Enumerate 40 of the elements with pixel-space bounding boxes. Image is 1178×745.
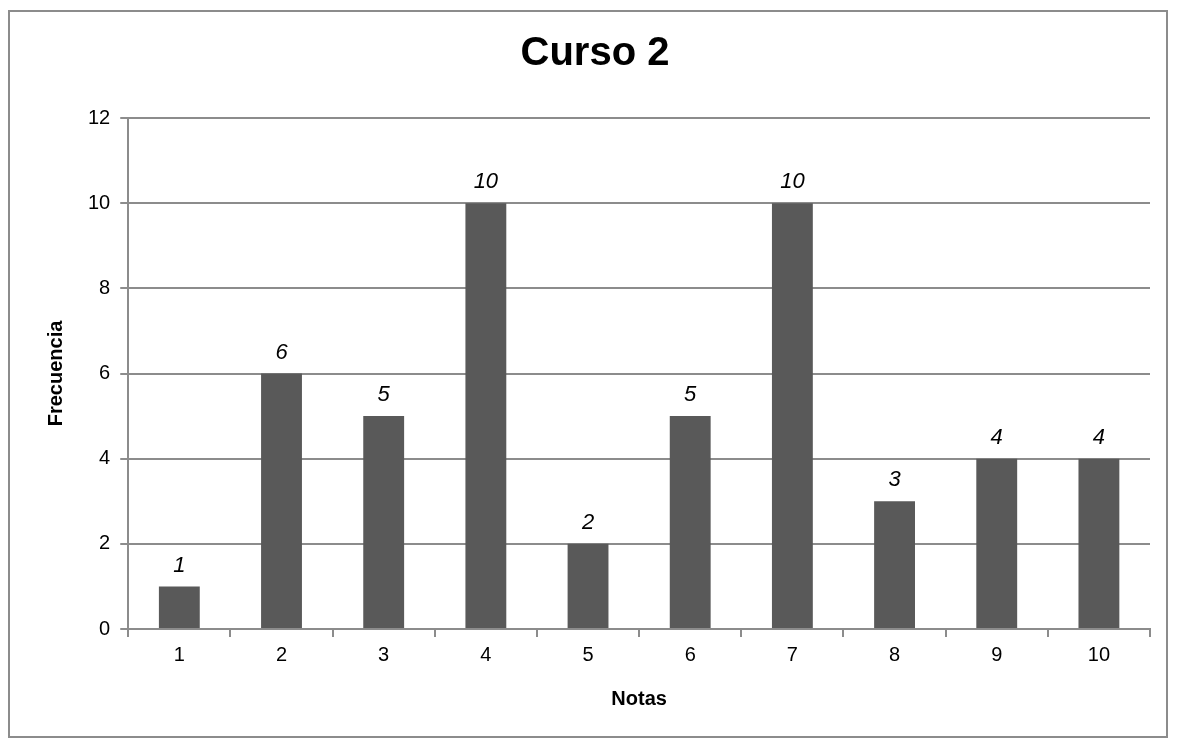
x-tick-label: 6 <box>684 642 696 665</box>
data-label: 5 <box>684 381 698 407</box>
y-tick-label: 6 <box>99 361 111 384</box>
bar <box>567 543 609 628</box>
bar <box>976 458 1018 628</box>
y-tick-label: 4 <box>99 446 111 469</box>
x-tick-label: 2 <box>275 642 288 665</box>
data-label: 2 <box>580 508 595 534</box>
x-tick-label: 10 <box>1087 642 1111 665</box>
bar <box>465 203 507 628</box>
x-tick-label: 9 <box>991 642 1003 665</box>
data-label: 10 <box>473 168 499 194</box>
data-label: 4 <box>1092 423 1106 449</box>
data-label: 10 <box>780 168 806 194</box>
x-axis-title: Notas <box>611 686 667 709</box>
bar <box>669 416 711 628</box>
y-axis-title: Frecuencia <box>43 319 66 427</box>
bar <box>363 416 405 628</box>
data-label: 1 <box>173 551 186 577</box>
x-tick-label: 4 <box>480 642 492 665</box>
y-tick-label: 0 <box>99 616 111 639</box>
data-label: 4 <box>990 423 1003 449</box>
data-label: 5 <box>377 381 391 407</box>
y-tick-label: 8 <box>99 275 111 298</box>
y-tick-label: 10 <box>88 190 111 213</box>
x-tick-label: 7 <box>786 642 798 665</box>
bar <box>261 373 302 628</box>
y-tick-label: 12 <box>88 105 111 128</box>
x-tick-label: 5 <box>582 642 594 665</box>
bar <box>1078 458 1120 628</box>
bar <box>874 501 915 628</box>
chart-title: Curso 2 <box>520 29 670 74</box>
x-tick-label: 8 <box>889 642 901 665</box>
x-tick-label: 3 <box>378 642 390 665</box>
bar <box>771 203 813 628</box>
data-label: 3 <box>888 466 902 492</box>
bar <box>158 586 200 628</box>
x-tick-label: 1 <box>173 642 185 665</box>
data-label: 6 <box>275 338 289 364</box>
y-tick-label: 2 <box>99 531 111 554</box>
